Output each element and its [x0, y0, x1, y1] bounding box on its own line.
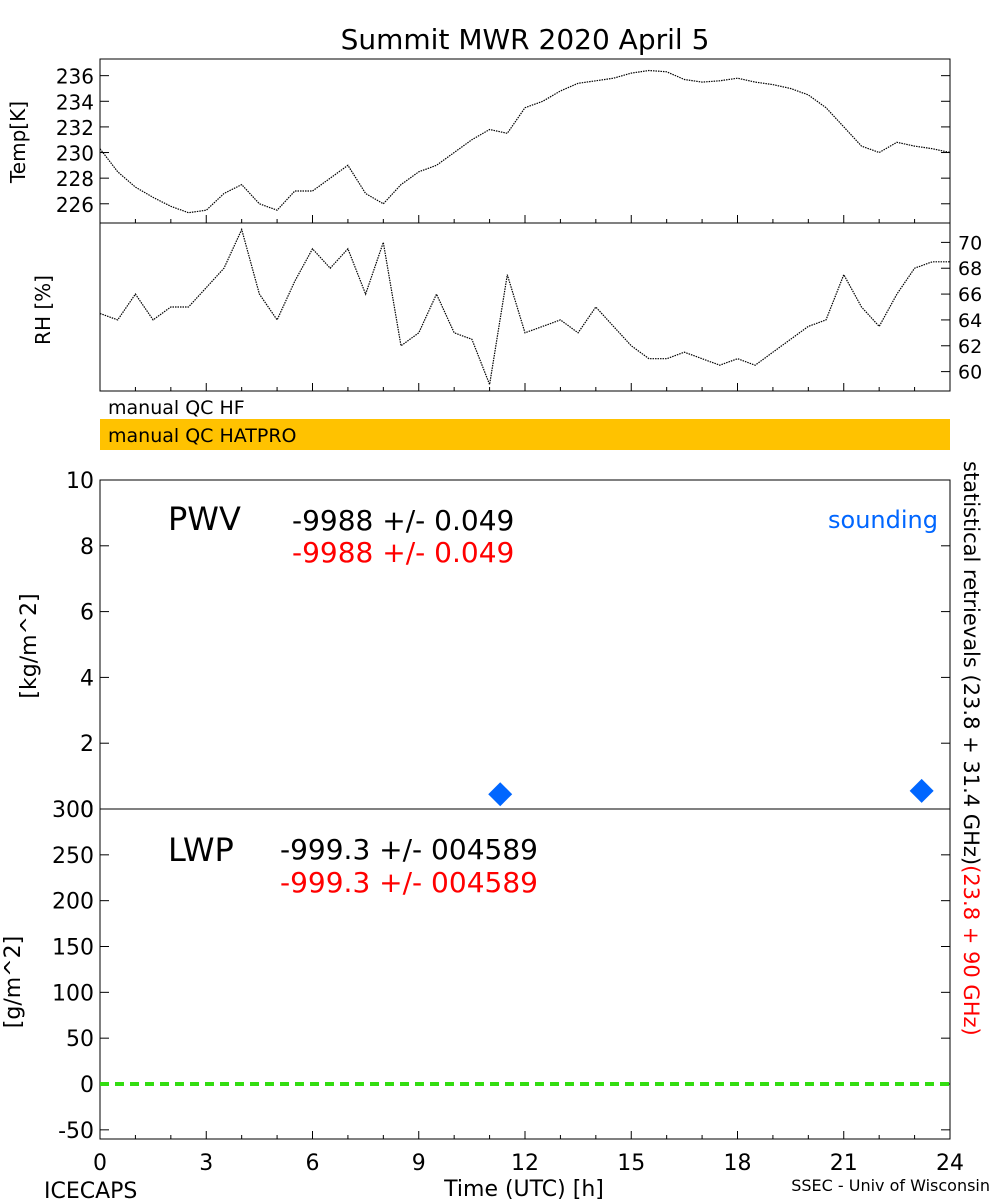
x-tick-label: 0: [93, 1151, 107, 1176]
x-tick-label: 24: [936, 1151, 964, 1176]
temperature-ytick-label: 234: [56, 90, 94, 114]
relative_humidity-ytick-label: 64: [958, 310, 982, 332]
lwp-ytick-label: 50: [66, 1027, 94, 1052]
pwv-ytick-label: 8: [80, 535, 94, 560]
rh-series-line: [99, 227, 950, 387]
lwp-ytick-label: 150: [52, 936, 94, 961]
rh-panel: 60 62 64 66 68 70 RH [%]: [31, 222, 982, 392]
pwv-sounding-points: [488, 778, 934, 807]
lwp-ytick-label: 100: [52, 981, 94, 1006]
footer-left: ICECAPS: [44, 1179, 137, 1200]
x-axis-label: Time (UTC) [h]: [443, 1177, 604, 1200]
lwp-ytick-label: 300: [52, 798, 94, 823]
x-tick-label: 6: [306, 1151, 320, 1176]
x-tick-label: 15: [617, 1151, 645, 1176]
pwv-label: PWV: [168, 500, 241, 538]
rh-plot-frame: [99, 222, 951, 392]
lwp-readout-black: -999.3 +/- 004589: [280, 833, 538, 866]
sounding-point: [488, 782, 513, 807]
lwp-label: LWP: [168, 831, 234, 869]
sounding-point: [909, 778, 934, 803]
lwp-panel: -50 0 50 100 150 200 250 300 LWP -999.3 +/- 004…: [1, 798, 951, 1144]
qc-hatpro-label: manual QC HATPRO: [108, 425, 297, 447]
temperature-ytick-label: 232: [56, 116, 94, 140]
temperature-ytick-label: 230: [56, 142, 94, 166]
temperature-plot-frame: [99, 58, 951, 224]
pwv-ytick-label: 10: [66, 469, 94, 494]
sounding-legend-label: sounding: [828, 506, 938, 534]
temperature-series-line: [99, 69, 951, 214]
relative_humidity-ytick-label: 66: [958, 284, 982, 306]
lwp-ytick-label: 250: [52, 844, 94, 869]
temperature-ytick-label: 228: [56, 167, 94, 191]
lwp-ytick-label: -50: [58, 1119, 94, 1144]
relative_humidity-ytick-label: 68: [958, 258, 982, 280]
relative_humidity-ytick-label: 60: [958, 362, 982, 384]
pwv-readout-red: -9988 +/- 0.049: [292, 536, 514, 569]
x-tick-label: 3: [199, 1151, 213, 1176]
x-tick-label: 12: [511, 1151, 539, 1176]
pwv-panel: 0 2 4 6 8 10 PWV -9988 +/- 0.049 -9988 +/- 0.…: [17, 469, 951, 823]
rh-y-ticks: 60 62 64 66 68 70: [941, 232, 982, 384]
temperature-y-axis-label: Temp[K]: [6, 101, 30, 184]
pwv-readout-black: -9988 +/- 0.049: [292, 504, 514, 537]
qc-hatpro-bar: [100, 419, 950, 450]
pwv-y-axis-label: [kg/m^2]: [17, 593, 42, 698]
right-axis-label: statistical retrievals (23.8 + 31.4 GHz)…: [959, 461, 983, 1036]
right-label-red: (23.8 + 90 GHz): [959, 865, 983, 1036]
rh-x-minor-ticks: [134, 383, 916, 391]
relative_humidity-ytick-label: 70: [958, 232, 982, 254]
lwp-y-axis-label: [g/m^2]: [1, 936, 26, 1028]
lwp-y-ticks: -50 0 50 100 150 200 250 300: [52, 798, 950, 1144]
pwv-y-ticks: 0 2 4 6 8 10: [66, 469, 950, 823]
lwp-ytick-label: 0: [80, 1073, 94, 1098]
qc-hf-label: manual QC HF: [108, 397, 245, 419]
pwv-ytick-label: 6: [80, 601, 94, 626]
right-label-black: statistical retrievals (23.8 + 31.4 GHz): [959, 461, 983, 865]
lwp-ytick-label: 200: [52, 890, 94, 915]
relative_humidity-ytick-label: 62: [958, 336, 982, 358]
rh-y-axis-label: RH [%]: [31, 275, 55, 345]
temperature-ytick-label: 226: [56, 193, 94, 217]
temperature-ytick-label: 236: [56, 65, 94, 89]
x-tick-label: 9: [412, 1151, 426, 1176]
temperature-x-minor-ticks: [134, 215, 916, 223]
x-tick-label: 18: [724, 1151, 752, 1176]
pwv-ytick-label: 0: [80, 798, 94, 823]
footer-right: SSEC - Univ of Wisconsin: [791, 1176, 990, 1195]
figure-title: Summit MWR 2020 April 5: [341, 23, 710, 56]
lwp-readout-red: -999.3 +/- 004589: [280, 866, 538, 899]
pwv-ytick-label: 4: [80, 666, 94, 691]
x-tick-label: 21: [830, 1151, 858, 1176]
pwv-ytick-label: 2: [80, 732, 94, 757]
x-axis-ticks: 0 3 6 9 12 15 18 21 24: [93, 1131, 964, 1176]
qc-flags: manual QC HF manual QC HATPRO: [100, 397, 950, 450]
